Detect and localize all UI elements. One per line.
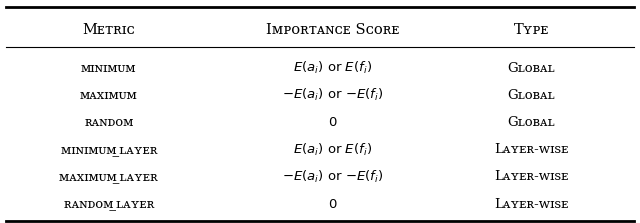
Text: Lᴀʏᴇʀ-ᴡɪsᴇ: Lᴀʏᴇʀ-ᴡɪsᴇ	[494, 170, 568, 183]
Text: ᴍɪɴɪᴍᴜᴍ: ᴍɪɴɪᴍᴜᴍ	[81, 62, 136, 74]
Text: $0$: $0$	[328, 116, 337, 129]
Text: $E(a_i)\ \mathrm{or}\ E(f_i)$: $E(a_i)\ \mathrm{or}\ E(f_i)$	[293, 60, 372, 76]
Text: Mᴇᴛʀɪᴄ: Mᴇᴛʀɪᴄ	[83, 23, 135, 37]
Text: Iᴍᴘᴏʀᴛᴀɴᴄᴇ Sᴄᴏʀᴇ: Iᴍᴘᴏʀᴛᴀɴᴄᴇ Sᴄᴏʀᴇ	[266, 23, 399, 37]
Text: ᴍᴀxɪᴍᴜᴍ: ᴍᴀxɪᴍᴜᴍ	[80, 89, 138, 102]
Text: Gʟᴏʙᴀʟ: Gʟᴏʙᴀʟ	[508, 62, 555, 74]
Text: Gʟᴏʙᴀʟ: Gʟᴏʙᴀʟ	[508, 89, 555, 102]
Text: ᴍɪɴɪᴍᴜᴍ ̲ʟᴀʏᴇʀ: ᴍɪɴɪᴍᴜᴍ ̲ʟᴀʏᴇʀ	[61, 143, 157, 156]
Text: ᴍᴀxɪᴍᴜᴍ ̲ʟᴀʏᴇʀ: ᴍᴀxɪᴍᴜᴍ ̲ʟᴀʏᴇʀ	[60, 170, 158, 183]
Text: $E(a_i)\ \mathrm{or}\ E(f_i)$: $E(a_i)\ \mathrm{or}\ E(f_i)$	[293, 142, 372, 158]
Text: Tʏᴘᴇ: Tʏᴘᴇ	[513, 23, 549, 37]
Text: $-E(a_i)\ \mathrm{or}\ {-}E(f_i)$: $-E(a_i)\ \mathrm{or}\ {-}E(f_i)$	[282, 169, 383, 185]
Text: ʀᴀɴᴅᴏᴍ: ʀᴀɴᴅᴏᴍ	[84, 116, 134, 129]
Text: ʀᴀɴᴅᴏᴍ ̲ʟᴀʏᴇʀ: ʀᴀɴᴅᴏᴍ ̲ʟᴀʏᴇʀ	[63, 198, 154, 211]
Text: Lᴀʏᴇʀ-ᴡɪsᴇ: Lᴀʏᴇʀ-ᴡɪsᴇ	[494, 143, 568, 156]
Text: Gʟᴏʙᴀʟ: Gʟᴏʙᴀʟ	[508, 116, 555, 129]
Text: Lᴀʏᴇʀ-ᴡɪsᴇ: Lᴀʏᴇʀ-ᴡɪsᴇ	[494, 198, 568, 211]
Text: $0$: $0$	[328, 198, 337, 211]
Text: $-E(a_i)\ \mathrm{or}\ {-}E(f_i)$: $-E(a_i)\ \mathrm{or}\ {-}E(f_i)$	[282, 87, 383, 103]
